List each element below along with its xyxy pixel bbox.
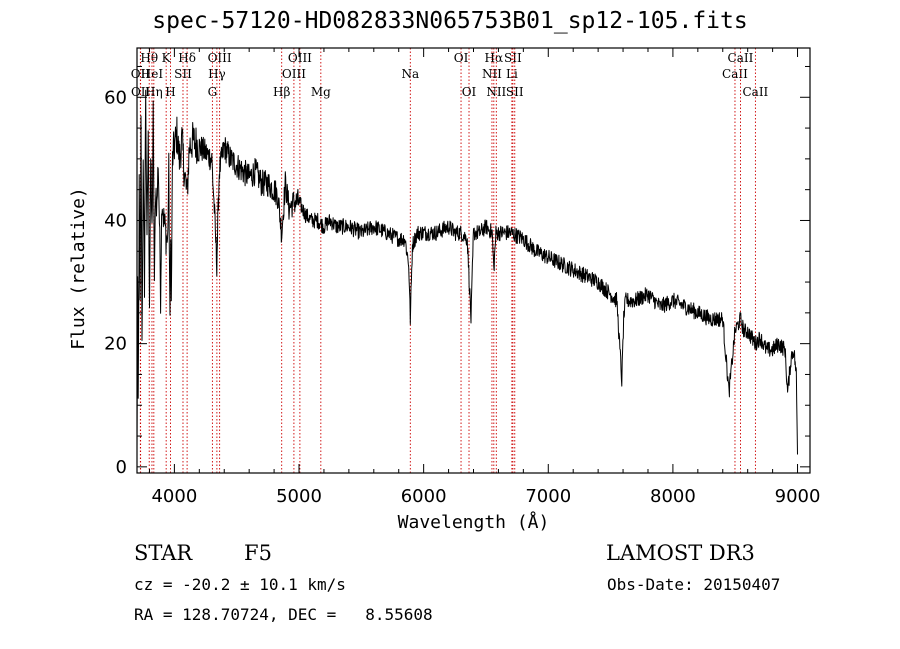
line-label-15: Mg [311, 85, 331, 99]
line-label-5: K [162, 51, 172, 65]
x-tick-label-2: 6000 [401, 486, 447, 507]
line-label-11: G [208, 85, 218, 99]
series-layer [136, 89, 798, 455]
x-tick-label-5: 9000 [775, 486, 821, 507]
x-tick-label-1: 5000 [276, 486, 322, 507]
line-label-6: H [165, 85, 175, 99]
line-label-14: OIII [288, 51, 312, 65]
x-tick-label-4: 8000 [650, 486, 696, 507]
y-tick-label-2: 40 [104, 210, 127, 231]
x-axis-label: Wavelength (Å) [398, 511, 550, 533]
line-label-2: Hθ [140, 51, 158, 65]
line-label-19: NII [482, 67, 502, 81]
line-label-18: OI [462, 85, 477, 99]
line-label-23: SII [504, 51, 522, 65]
plot-frame [136, 47, 811, 474]
line-label-20: Hα [485, 51, 504, 65]
line-label-26: CaII [728, 51, 754, 65]
line-label-8: Hδ [178, 51, 196, 65]
line-label-13: OIII [282, 67, 306, 81]
line-label-10: Hγ [208, 67, 226, 81]
object-type: STAR [134, 541, 193, 565]
y-tick-label-3: 60 [104, 87, 127, 108]
line-label-9: OIII [208, 51, 232, 65]
line-label-27: CaII [742, 85, 768, 99]
line-label-22: Li [506, 67, 518, 81]
line-label-16: Na [401, 67, 419, 81]
line-label-12: Hβ [273, 85, 290, 99]
line-label-7: SII [174, 67, 192, 81]
x-tick-label-3: 7000 [525, 486, 571, 507]
line-label-25: CaII [722, 67, 748, 81]
line-label-4: Hη [145, 85, 163, 99]
coordinates: RA = 128.70724, DEC = 8.55608 [134, 605, 433, 624]
line-label-17: OI [454, 51, 469, 65]
y-tick-label-1: 20 [104, 334, 127, 355]
line-label-24: SII [506, 85, 524, 99]
line-label-3: HeI [141, 67, 164, 81]
axis-ticks: 4000 5000 6000 7000 8000 9000 0 20 40 60 [104, 48, 820, 507]
spectrum-line [136, 89, 798, 455]
subclass: F5 [244, 541, 272, 565]
redshift-text: cz = -20.2 ± 10.1 km/s [134, 575, 346, 594]
y-tick-label-0: 0 [116, 457, 127, 478]
x-tick-label-0: 4000 [151, 486, 197, 507]
y-axis-label: Flux (relative) [68, 187, 89, 350]
survey-name: LAMOST DR3 [606, 541, 755, 565]
chart-title: spec-57120-HD082833N065753B01_sp12-105.f… [152, 8, 748, 34]
line-label-21: NII [486, 85, 506, 99]
obs-date: Obs-Date: 20150407 [607, 575, 781, 594]
